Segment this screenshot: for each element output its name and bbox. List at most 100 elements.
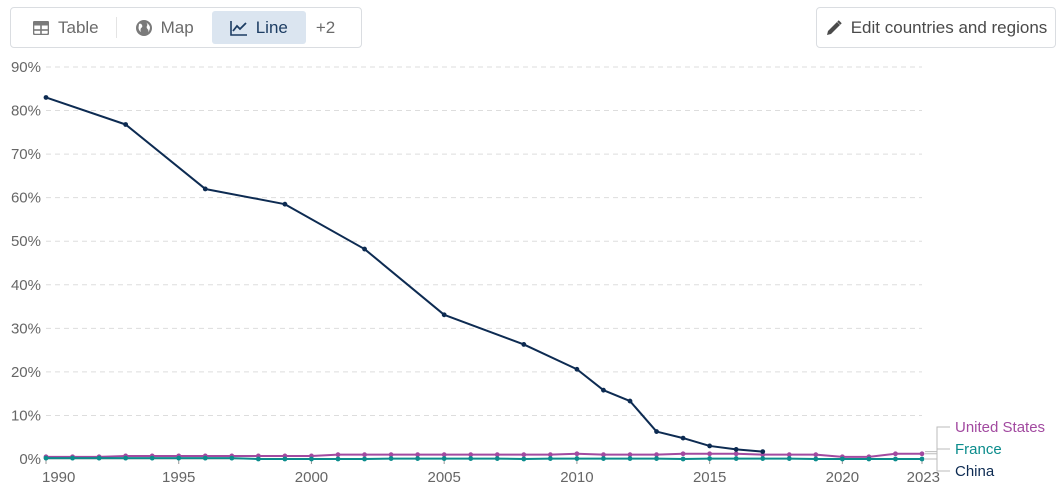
edit-countries-button[interactable]: Edit countries and regions	[816, 7, 1056, 48]
data-point	[654, 456, 659, 461]
data-point	[707, 456, 713, 461]
tab-line-label: Line	[255, 17, 288, 37]
more-tabs-label: +2	[315, 17, 336, 37]
tab-line[interactable]: Line	[211, 11, 306, 44]
data-point	[362, 456, 367, 462]
data-point	[202, 455, 208, 461]
y-tick-label: 90%	[11, 59, 41, 76]
data-point	[760, 449, 766, 454]
data-point	[574, 451, 580, 457]
x-tick-label: 2005	[427, 469, 460, 486]
data-point	[733, 456, 739, 461]
data-point	[309, 456, 314, 462]
data-point	[362, 246, 367, 252]
data-point	[123, 122, 129, 127]
x-tick-label: 1995	[162, 469, 195, 486]
y-tick-label: 40%	[11, 277, 41, 294]
data-point	[149, 455, 155, 461]
data-point	[813, 456, 819, 462]
data-point	[202, 186, 208, 192]
data-point	[521, 456, 527, 462]
data-point	[494, 452, 500, 458]
data-point	[654, 452, 659, 458]
pencil-icon	[825, 19, 843, 37]
data-point	[680, 456, 686, 462]
data-point	[441, 312, 447, 318]
series-line-france	[46, 457, 922, 460]
x-tick-label: 2000	[295, 469, 328, 486]
data-point	[70, 455, 75, 461]
legend-label-china: China	[955, 463, 995, 480]
data-point	[362, 452, 367, 458]
data-point	[521, 342, 527, 347]
data-point	[43, 95, 49, 100]
data-point	[919, 456, 925, 462]
tab-table[interactable]: Table	[14, 11, 117, 44]
data-point	[893, 456, 898, 462]
data-point	[547, 452, 553, 458]
data-point	[866, 456, 872, 462]
data-point	[282, 201, 288, 207]
data-point	[839, 456, 845, 462]
data-point	[468, 452, 474, 458]
y-tick-label: 10%	[11, 407, 41, 424]
data-point	[415, 452, 421, 458]
more-tabs-button[interactable]: +2	[306, 11, 345, 44]
data-point	[601, 456, 606, 461]
tab-map[interactable]: Map	[117, 11, 212, 44]
y-tick-label: 30%	[11, 320, 41, 337]
tab-divider	[115, 17, 117, 38]
y-tick-label: 0%	[19, 451, 41, 468]
data-point	[574, 366, 580, 372]
data-point	[627, 398, 633, 404]
edit-countries-label: Edit countries and regions	[850, 17, 1048, 37]
data-point	[786, 452, 792, 458]
data-point	[388, 456, 394, 461]
globe-icon	[135, 19, 153, 37]
data-point	[680, 451, 686, 457]
data-point	[335, 456, 341, 462]
data-point	[680, 435, 686, 441]
y-tick-label: 70%	[11, 146, 41, 163]
tab-map-label: Map	[160, 17, 194, 37]
chart-series	[43, 95, 925, 462]
x-tick-label: 2010	[560, 469, 593, 486]
data-point	[707, 443, 713, 449]
y-axis: 0% 10% 20% 30% 40% 50% 60% 70% 80% 90%	[11, 59, 41, 468]
chart-legend: United States France China	[925, 419, 1045, 480]
data-point	[627, 456, 633, 461]
data-point	[786, 456, 792, 461]
x-tick-label: 2023	[907, 469, 940, 486]
x-axis: 1990 1995 2000 2005 2010 2015 2020 2023	[42, 459, 940, 486]
data-point	[733, 451, 739, 457]
data-point	[521, 452, 527, 458]
data-point	[335, 452, 341, 458]
x-tick-label: 2015	[693, 469, 726, 486]
data-point	[601, 452, 606, 458]
y-tick-label: 20%	[11, 364, 41, 381]
data-point	[760, 456, 766, 461]
data-point	[601, 387, 606, 393]
data-point	[176, 455, 182, 461]
series-line-united-states	[46, 452, 922, 458]
data-point	[627, 452, 633, 458]
data-point	[388, 452, 394, 458]
data-point	[123, 455, 129, 461]
data-point	[43, 455, 49, 461]
chart-grid	[46, 66, 922, 460]
tab-table-label: Table	[58, 17, 99, 37]
data-point	[707, 451, 713, 457]
line-chart-icon	[229, 19, 248, 37]
data-point	[229, 455, 235, 461]
legend-label-united-states: United States	[955, 419, 1045, 436]
data-point	[441, 456, 447, 461]
data-point	[733, 447, 739, 452]
data-point	[654, 429, 659, 434]
data-point	[96, 455, 102, 461]
data-point	[415, 456, 421, 461]
data-point	[441, 452, 447, 458]
data-point	[468, 456, 474, 461]
legend-label-france: France	[955, 441, 1002, 458]
series-line-china	[45, 96, 763, 453]
